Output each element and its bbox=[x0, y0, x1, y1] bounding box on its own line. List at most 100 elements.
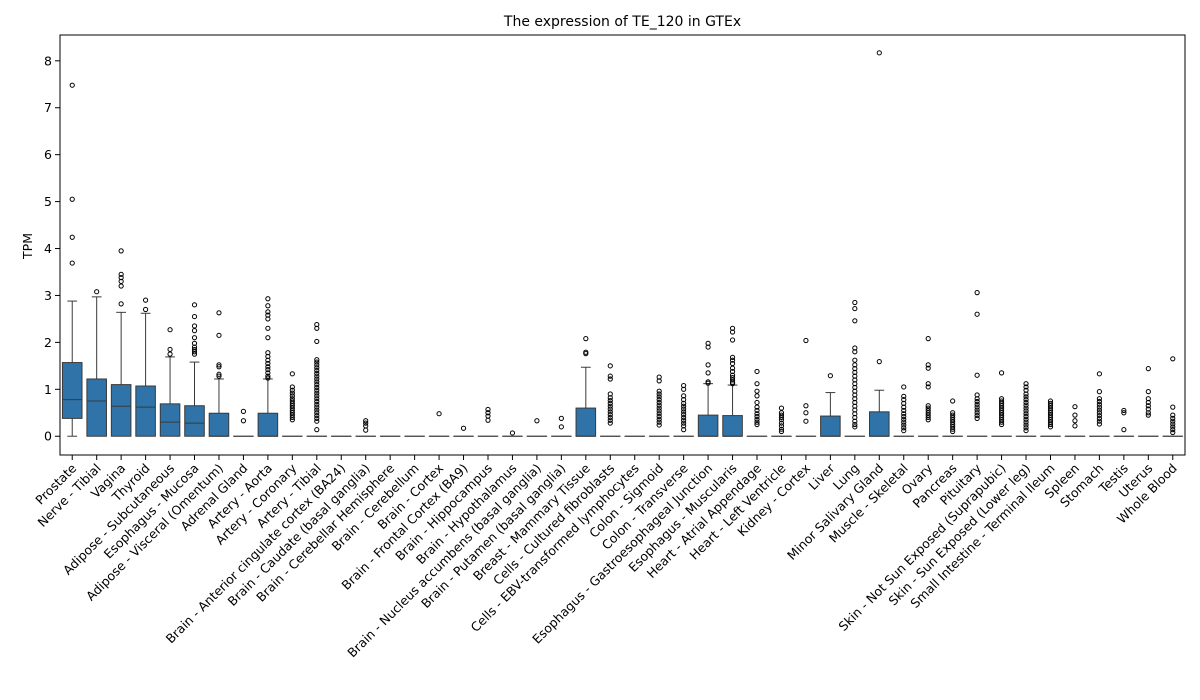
outlier-point bbox=[314, 418, 320, 424]
outlier-point bbox=[852, 349, 858, 355]
outlier-point bbox=[314, 410, 320, 416]
plot-frame bbox=[59, 34, 1186, 456]
outlier-point bbox=[583, 336, 589, 342]
box-group bbox=[746, 368, 768, 437]
outlier-point bbox=[681, 427, 687, 433]
outlier-point bbox=[314, 398, 320, 405]
y-tick-label: 5 bbox=[44, 194, 52, 209]
outlier-point bbox=[656, 399, 662, 406]
outlier-point bbox=[265, 296, 271, 302]
outlier-point bbox=[656, 422, 662, 428]
outlier-point bbox=[974, 290, 980, 296]
outlier-point bbox=[1023, 411, 1029, 417]
y-tick-label: 2 bbox=[44, 335, 52, 350]
iqr-box bbox=[159, 403, 181, 437]
outlier-point bbox=[1023, 408, 1029, 414]
outlier-point bbox=[925, 381, 931, 387]
outlier-point bbox=[876, 359, 882, 365]
outlier-point bbox=[118, 248, 124, 254]
box-group bbox=[820, 373, 841, 437]
box-group bbox=[869, 50, 890, 437]
y-axis-label: TPM bbox=[20, 233, 35, 260]
iqr-box bbox=[184, 405, 205, 437]
outlier-point bbox=[265, 366, 271, 373]
y-tick-label: 4 bbox=[44, 241, 52, 256]
outlier-point bbox=[925, 384, 931, 390]
box-group bbox=[599, 363, 621, 437]
outlier-point bbox=[998, 419, 1005, 425]
outlier-point bbox=[1072, 404, 1078, 410]
outlier-point bbox=[1047, 424, 1054, 430]
outlier-point bbox=[925, 365, 931, 371]
outlier-point bbox=[925, 414, 931, 421]
outlier-point bbox=[1170, 415, 1176, 421]
outlier-point bbox=[216, 371, 222, 377]
outlier-point bbox=[656, 391, 662, 397]
box-group bbox=[648, 374, 670, 437]
outlier-point bbox=[216, 362, 222, 368]
outlier-point bbox=[1023, 419, 1029, 425]
outlier-point bbox=[265, 357, 271, 363]
outlier-point bbox=[314, 387, 320, 393]
outlier-point bbox=[852, 318, 858, 324]
outlier-point bbox=[265, 303, 271, 309]
outlier-point bbox=[1170, 404, 1176, 410]
outlier-point bbox=[974, 410, 980, 416]
outlier-point bbox=[1096, 371, 1103, 377]
outlier-point bbox=[1145, 410, 1151, 416]
outlier-point bbox=[607, 403, 613, 409]
outlier-point bbox=[705, 362, 711, 368]
outlier-point bbox=[314, 384, 320, 391]
outlier-point bbox=[1023, 384, 1029, 390]
outlier-point bbox=[705, 380, 711, 386]
outlier-point bbox=[852, 418, 858, 424]
outlier-point bbox=[950, 428, 956, 435]
box-group bbox=[771, 405, 792, 437]
y-axis: 0 1 2 3 4 5 6 7 8 bbox=[44, 53, 60, 444]
outlier-point bbox=[901, 416, 907, 422]
outlier-point bbox=[1047, 421, 1054, 428]
box-group bbox=[135, 297, 156, 437]
outlier-point bbox=[754, 393, 760, 399]
iqr-box bbox=[697, 414, 719, 437]
outlier-point bbox=[754, 413, 760, 420]
outlier-point bbox=[974, 396, 980, 402]
box-group bbox=[282, 371, 303, 437]
outlier-point bbox=[974, 401, 980, 407]
outlier-point bbox=[289, 414, 295, 421]
box-group bbox=[184, 302, 205, 437]
outlier-point bbox=[314, 367, 320, 374]
outlier-point bbox=[314, 382, 320, 388]
outlier-point bbox=[607, 395, 613, 401]
outlier-point bbox=[1170, 421, 1176, 427]
outlier-point bbox=[901, 419, 907, 425]
outlier-point bbox=[1170, 429, 1176, 436]
outlier-point bbox=[485, 410, 491, 416]
outlier-point bbox=[289, 387, 295, 393]
outlier-point bbox=[191, 302, 198, 308]
outlier-point bbox=[69, 260, 75, 266]
box-group bbox=[844, 299, 866, 437]
outlier-point bbox=[314, 427, 320, 433]
outlier-point bbox=[656, 378, 662, 384]
outlier-point bbox=[901, 427, 907, 434]
outlier-point bbox=[1023, 405, 1029, 411]
outlier-point bbox=[950, 398, 956, 404]
outlier-point bbox=[656, 402, 662, 408]
iqr-box bbox=[86, 378, 107, 437]
outlier-point bbox=[534, 418, 540, 424]
outlier-point bbox=[118, 301, 124, 307]
outlier-point bbox=[901, 393, 907, 399]
box-group bbox=[86, 289, 107, 437]
outlier-point bbox=[1096, 389, 1103, 395]
box-group bbox=[942, 398, 963, 437]
outlier-point bbox=[607, 414, 613, 421]
outlier-point bbox=[314, 415, 320, 421]
iqr-box bbox=[869, 411, 890, 437]
outlier-point bbox=[901, 384, 907, 390]
box-group bbox=[1138, 366, 1159, 437]
outlier-point bbox=[485, 417, 491, 423]
outlier-point bbox=[729, 365, 736, 371]
outlier-point bbox=[1145, 389, 1151, 395]
